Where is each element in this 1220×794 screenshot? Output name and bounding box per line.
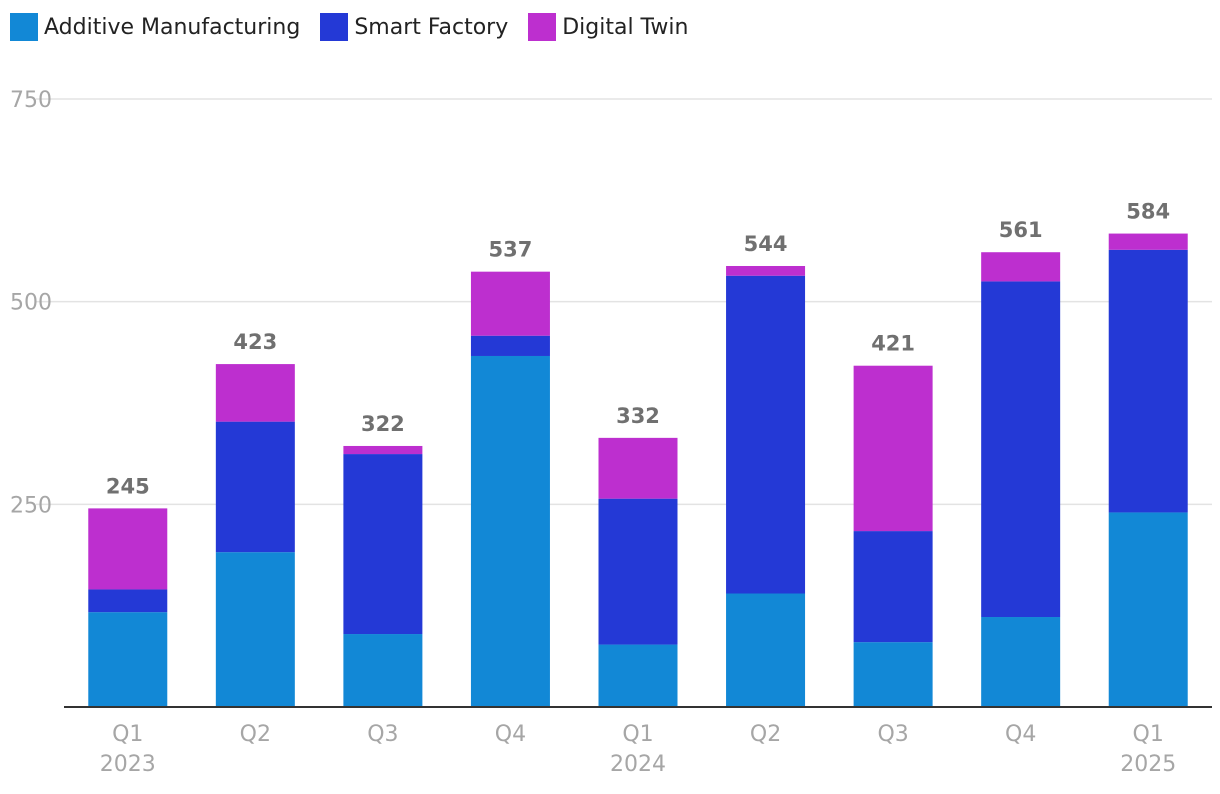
legend: Additive Manufacturing Smart Factory Dig… xyxy=(10,13,688,41)
legend-swatch-additive-manufacturing xyxy=(10,13,38,41)
bar-segment[interactable] xyxy=(598,437,678,499)
total-label: 421 xyxy=(871,332,915,356)
y-tick-label: 750 xyxy=(10,88,52,113)
y-axis-ticks: 250 500 750 xyxy=(10,88,52,518)
x-tick-label: Q3 xyxy=(877,722,908,747)
bar-segment[interactable] xyxy=(343,454,423,635)
total-label: 423 xyxy=(233,330,277,354)
x-tick-label: Q4 xyxy=(495,722,526,747)
bar-segment[interactable] xyxy=(726,593,806,707)
legend-label: Digital Twin xyxy=(562,14,689,40)
bar-segment[interactable] xyxy=(853,365,933,532)
x-tick-year-label: 2023 xyxy=(100,752,156,777)
x-axis-ticks: Q1 2023 Q2 Q3 Q4 Q1 2024 Q2 Q3 Q4 Q1 2025 xyxy=(100,722,1176,777)
bar-segment[interactable] xyxy=(1108,233,1188,250)
bar-segment[interactable] xyxy=(215,552,295,707)
bar-segment[interactable] xyxy=(88,508,168,590)
total-label: 561 xyxy=(999,218,1043,242)
legend-swatch-smart-factory xyxy=(320,13,349,41)
x-tick-label: Q3 xyxy=(367,722,398,747)
bar-segment[interactable] xyxy=(88,589,168,613)
bar-segment[interactable] xyxy=(470,271,550,336)
total-label: 537 xyxy=(489,238,533,262)
total-label: 322 xyxy=(361,412,405,436)
total-labels: 245 423 322 537 332 544 421 561 584 xyxy=(106,200,1170,499)
x-tick-label: Q4 xyxy=(1005,722,1036,747)
bar-segment[interactable] xyxy=(853,531,933,643)
bar-segment[interactable] xyxy=(726,275,806,594)
bar-segment[interactable] xyxy=(215,421,295,553)
legend-label: Smart Factory xyxy=(354,14,509,40)
x-tick-label: Q2 xyxy=(750,722,781,747)
bar-segment[interactable] xyxy=(343,445,423,455)
legend-item-smart-factory[interactable]: Smart Factory xyxy=(320,13,508,41)
bar-segment[interactable] xyxy=(981,281,1061,618)
bar-segment[interactable] xyxy=(470,355,550,707)
legend-label: Additive Manufacturing xyxy=(44,14,301,40)
bar-segment[interactable] xyxy=(853,642,933,707)
legend-swatch-digital-twin xyxy=(528,13,557,41)
bar-segment[interactable] xyxy=(88,612,168,707)
total-label: 544 xyxy=(744,232,788,256)
bar-segment[interactable] xyxy=(1108,249,1188,513)
y-tick-label: 500 xyxy=(10,291,52,316)
legend-item-digital-twin[interactable]: Digital Twin xyxy=(528,13,688,41)
bar-segment[interactable] xyxy=(981,617,1061,707)
bar-segment[interactable] xyxy=(343,634,423,707)
legend-item-additive-manufacturing[interactable]: Additive Manufacturing xyxy=(10,13,300,41)
bar-segment[interactable] xyxy=(1108,512,1188,707)
bar-segment[interactable] xyxy=(726,265,806,276)
y-tick-label: 250 xyxy=(10,493,52,518)
total-label: 332 xyxy=(616,404,660,428)
x-tick-year-label: 2025 xyxy=(1120,752,1176,777)
bar-segment[interactable] xyxy=(981,252,1061,282)
x-tick-label: Q1 xyxy=(622,722,653,747)
bar-segment[interactable] xyxy=(470,335,550,356)
x-tick-label: Q2 xyxy=(240,722,271,747)
x-tick-label: Q1 xyxy=(1133,722,1164,747)
total-label: 245 xyxy=(106,474,150,498)
bars xyxy=(88,233,1188,707)
x-tick-year-label: 2024 xyxy=(610,752,666,777)
bar-segment[interactable] xyxy=(215,364,295,422)
bar-segment[interactable] xyxy=(598,644,678,707)
x-tick-label: Q1 xyxy=(112,722,143,747)
bar-segment[interactable] xyxy=(598,498,678,645)
total-label: 584 xyxy=(1126,200,1170,224)
